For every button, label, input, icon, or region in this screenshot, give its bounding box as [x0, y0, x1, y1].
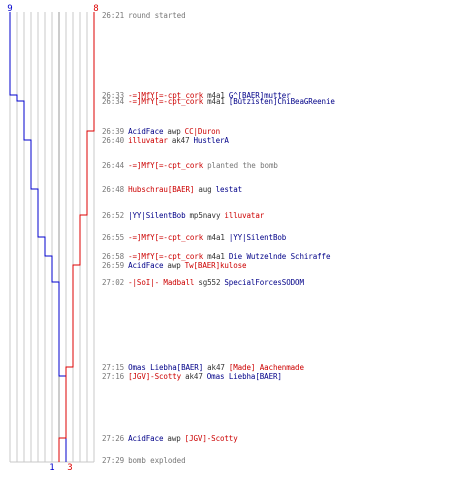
weapon-label: m4a1 — [207, 252, 225, 261]
event-time: 27:26 — [102, 434, 125, 443]
player-name: lestat — [215, 185, 243, 194]
player-name: AcidFace — [128, 434, 164, 443]
player-name: -=]MfY[=-cpt_cork — [128, 91, 204, 100]
event-time: 26:21 — [102, 11, 125, 20]
event-row: 26:52 |YY|SilentBob mp5navy illuvatar — [102, 211, 264, 220]
player-name: [JGV]-Scotty — [184, 434, 238, 443]
event-time: 26:39 — [102, 127, 125, 136]
event-row: 27:26 AcidFace awp [JGV]-Scotty — [102, 434, 238, 443]
player-name: G^[BAER]mutter — [228, 91, 291, 100]
player-name: [Made] Aachenmade — [228, 363, 304, 372]
weapon-label: m4a1 — [207, 91, 225, 100]
event-row: 26:34 -=]MfY[=-cpt_cork m4a1 [Butzisten]Chi… — [102, 97, 335, 106]
weapon-label: m4a1 — [207, 233, 225, 242]
event-time: 26:52 — [102, 211, 125, 220]
event-time: 26:33 — [102, 91, 125, 100]
event-time: 27:16 — [102, 372, 125, 381]
event-row: 26:48 Hubschrau[BAER] aug lestat — [102, 185, 242, 194]
event-row: 26:40 illuvatar ak47 HustlerA — [102, 136, 229, 145]
player-name: Die Wutzelnde Schiraffe — [228, 252, 331, 261]
start-score-blue: 9 — [7, 4, 12, 14]
weapon-label: awp — [167, 261, 181, 270]
player-name: -=]MfY[=-cpt_cork — [128, 97, 204, 106]
player-name: -=]MfY[=-cpt_cork — [128, 252, 204, 261]
player-name: |YY|SilentBob — [228, 233, 287, 242]
player-name: illuvatar — [128, 136, 168, 145]
red-team-alive-path — [58, 12, 95, 462]
weapon-label: m4a1 — [207, 97, 225, 106]
player-name: [Butzisten]ChiBeaGReenie — [228, 97, 335, 106]
player-name: CC|Duron — [184, 127, 220, 136]
event-time: 26:40 — [102, 136, 125, 145]
weapon-label: aug — [198, 185, 212, 194]
player-name: -=]MfY[=-cpt_cork — [128, 233, 204, 242]
weapon-label: ak47 — [171, 136, 190, 145]
weapon-label: mp5navy — [189, 211, 221, 220]
player-name: HustlerA — [193, 136, 229, 145]
event-row: 26:59 AcidFace awp Tw[BAER]kulose — [102, 261, 247, 270]
event-time: 27:29 — [102, 456, 125, 465]
event-time: 26:48 — [102, 185, 125, 194]
weapon-label: awp — [167, 434, 181, 443]
blue-team-alive-path — [9, 12, 67, 462]
event-text: planted the bomb — [207, 161, 278, 170]
weapon-label: sg552 — [198, 278, 221, 287]
weapon-label: awp — [167, 127, 181, 136]
event-time: 26:34 — [102, 97, 125, 106]
weapon-label: ak47 — [185, 372, 203, 381]
end-score-blue: 1 — [49, 463, 54, 473]
start-score-red: 8 — [93, 4, 98, 14]
player-name: SpecialForcesSODOM — [224, 278, 304, 287]
weapon-label: ak47 — [207, 363, 225, 372]
player-name: AcidFace — [128, 261, 164, 270]
player-name: |YY|SilentBob — [128, 211, 186, 220]
event-row: 27:29 bomb exploded — [102, 456, 186, 465]
event-text: bomb exploded — [128, 456, 186, 465]
event-row: 27:02 -|SoI|- Madball sg552 SpecialForcesSO… — [102, 278, 304, 287]
event-row: 26:21 round started — [102, 11, 186, 20]
event-row: 27:16 [JGV]-Scotty ak47 Omas Liebha[BAER] — [102, 372, 282, 381]
event-row: 26:33 -=]MfY[=-cpt_cork m4a1 G^[BAER]mutter — [102, 91, 291, 100]
event-time: 27:02 — [102, 278, 125, 287]
player-name: -|SoI|- Madball — [128, 278, 195, 287]
player-name: Tw[BAER]kulose — [184, 261, 247, 270]
event-time: 27:15 — [102, 363, 125, 372]
event-text: round started — [128, 11, 186, 20]
event-row: 27:15 Omas Liebha[BAER] ak47 [Made] Aachenm… — [102, 363, 304, 372]
player-name: -=]MfY[=-cpt_cork — [128, 161, 204, 170]
event-row: 26:58 -=]MfY[=-cpt_cork m4a1 Die Wutzelnde … — [102, 252, 330, 261]
event-time: 26:58 — [102, 252, 125, 261]
player-name: [JGV]-Scotty — [128, 372, 182, 381]
player-name: Omas Liebha[BAER] — [206, 372, 282, 381]
event-time: 26:44 — [102, 161, 125, 170]
player-name: AcidFace — [128, 127, 164, 136]
player-name: Omas Liebha[BAER] — [128, 363, 204, 372]
end-score-red: 3 — [67, 463, 72, 473]
player-name: illuvatar — [224, 211, 265, 220]
event-time: 26:59 — [102, 261, 125, 270]
event-row: 26:55 -=]MfY[=-cpt_cork m4a1 |YY|SilentBob — [102, 233, 286, 242]
event-row: 26:44 -=]MfY[=-cpt_cork planted the bomb — [102, 161, 278, 170]
event-row: 26:39 AcidFace awp CC|Duron — [102, 127, 220, 136]
event-time: 26:55 — [102, 233, 125, 242]
player-name: Hubschrau[BAER] — [128, 185, 195, 194]
